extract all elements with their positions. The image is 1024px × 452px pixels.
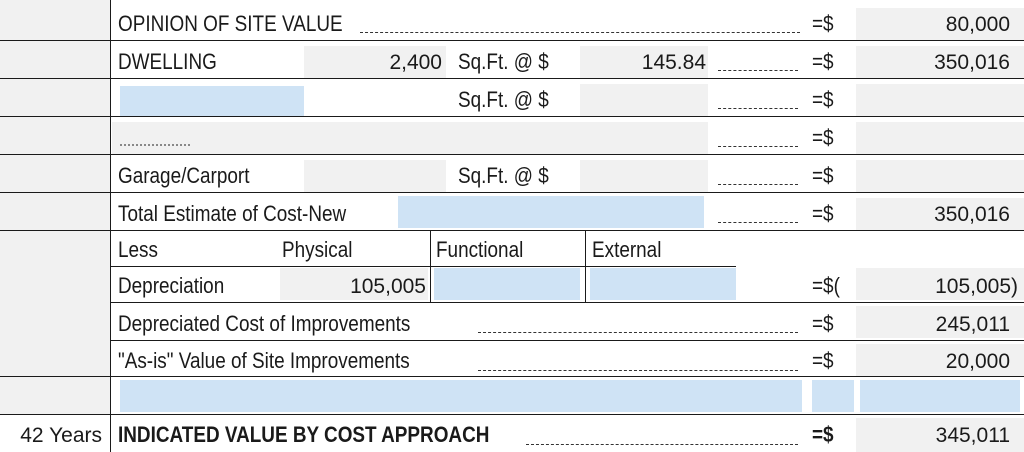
external-header: External xyxy=(592,237,662,262)
amount-cell-bg-6 xyxy=(856,198,1024,230)
row-divider xyxy=(0,116,1024,117)
leader-dots xyxy=(718,70,798,71)
leader-dots xyxy=(718,184,798,185)
leader-dots xyxy=(526,444,798,445)
as-is-amount: 20,000 xyxy=(945,350,1010,373)
dwelling-label: DWELLING xyxy=(118,49,217,74)
leader-dots xyxy=(360,32,800,33)
dwelling-amount: 350,016 xyxy=(934,51,1010,74)
row3-description-field[interactable] xyxy=(120,86,304,116)
amount-cell-bg-9 xyxy=(856,306,1024,338)
physical-depreciation-value[interactable]: 105,005 xyxy=(350,275,426,298)
garage-price-bg xyxy=(580,160,708,192)
indicated-value-eq: =$ xyxy=(812,422,834,447)
garage-sqft-bg xyxy=(304,160,446,192)
depreciation-amount: 105,005) xyxy=(935,275,1018,298)
amount-cell-bg-4 xyxy=(856,122,1024,154)
dwelling-price-bg xyxy=(580,46,708,78)
functional-depreciation-field[interactable] xyxy=(434,268,580,300)
garage-label: Garage/Carport xyxy=(118,163,250,188)
amount-cell-bg-3 xyxy=(856,84,1024,116)
table-left-border xyxy=(110,0,111,452)
row-divider xyxy=(0,40,1024,41)
dwelling-sqft-bg xyxy=(304,46,446,78)
total-estimate-field[interactable] xyxy=(398,196,704,228)
row-divider xyxy=(0,414,1024,415)
row-divider xyxy=(110,302,1024,303)
dwelling-sqft[interactable]: 2,400 xyxy=(389,51,442,74)
row-divider xyxy=(0,230,1024,231)
total-amount: 350,016 xyxy=(934,203,1010,226)
row3-eq: =$ xyxy=(812,87,834,112)
depreciation-label: Depreciation xyxy=(118,273,225,298)
amount-cell-bg-2 xyxy=(856,46,1024,78)
row3-sqft-label: Sq.Ft. @ $ xyxy=(458,87,549,112)
faded-row-marks xyxy=(120,144,190,146)
extra-eq-field[interactable] xyxy=(812,380,854,412)
row4-eq: =$ xyxy=(812,125,834,150)
depreciated-amount: 245,011 xyxy=(935,313,1010,336)
physical-value-bg xyxy=(280,268,428,300)
leader-dots xyxy=(718,108,798,109)
row-divider xyxy=(0,192,1024,193)
row-divider xyxy=(0,78,1024,79)
indicated-value-label: INDICATED VALUE BY COST APPROACH xyxy=(118,422,490,447)
garage-eq: =$ xyxy=(812,163,834,188)
as-is-eq: =$ xyxy=(812,348,834,373)
depreciated-eq: =$ xyxy=(812,311,834,336)
indicated-value-amount: 345,011 xyxy=(935,424,1010,447)
row-divider xyxy=(110,266,736,267)
site-value-label: OPINION OF SITE VALUE xyxy=(118,11,343,36)
dwelling-price[interactable]: 145.84 xyxy=(641,51,706,74)
depreciation-eq: =$( xyxy=(812,273,840,298)
remaining-life-years: 42 Years xyxy=(20,424,102,447)
site-value-amount: 80,000 xyxy=(945,13,1010,36)
total-eq: =$ xyxy=(812,201,834,226)
garage-sqft-label: Sq.Ft. @ $ xyxy=(458,163,549,188)
less-label: Less xyxy=(118,237,158,262)
dwelling-eq: =$ xyxy=(812,49,834,74)
leader-dots xyxy=(478,370,798,371)
row-divider xyxy=(0,376,1024,377)
row-divider xyxy=(0,154,1024,155)
physical-header: Physical xyxy=(282,237,353,262)
total-label: Total Estimate of Cost-New xyxy=(118,201,347,226)
leader-dots xyxy=(478,332,798,333)
extra-amount-field[interactable] xyxy=(860,380,1020,412)
amount-cell-bg-10 xyxy=(856,344,1024,376)
row3-price-bg xyxy=(580,84,708,116)
dwelling-sqft-label: Sq.Ft. @ $ xyxy=(458,49,549,74)
row4-bg xyxy=(112,122,708,154)
row-divider xyxy=(110,340,1024,341)
depreciated-label: Depreciated Cost of Improvements xyxy=(118,311,411,336)
as-is-label: "As-is" Value of Site Improvements xyxy=(118,348,410,373)
functional-divider xyxy=(430,230,431,302)
amount-cell-bg-5 xyxy=(856,160,1024,192)
amount-cell-bg-12 xyxy=(856,418,1024,452)
left-column-bg xyxy=(0,0,110,414)
extra-description-field[interactable] xyxy=(120,380,802,412)
leader-dots xyxy=(718,222,798,223)
external-depreciation-field[interactable] xyxy=(590,268,736,300)
external-divider xyxy=(585,230,586,302)
amount-cell-bg-1 xyxy=(856,8,1024,40)
leader-dots xyxy=(718,146,798,147)
amount-cell-bg-8 xyxy=(856,268,1024,300)
site-value-eq: =$ xyxy=(812,11,834,36)
functional-header: Functional xyxy=(436,237,524,262)
